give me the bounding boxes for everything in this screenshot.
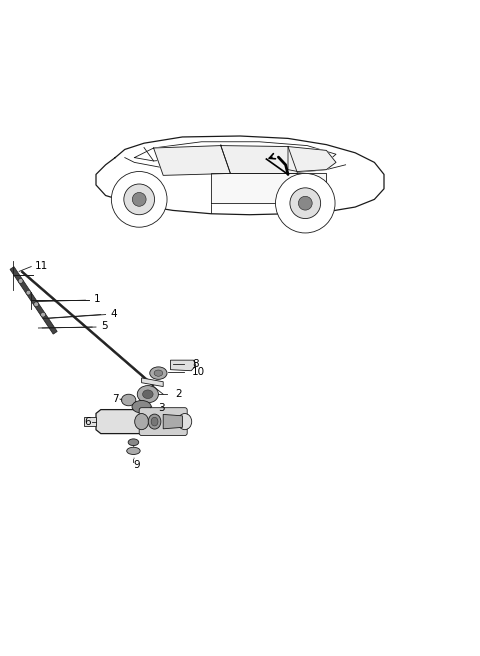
- Text: 11: 11: [35, 260, 48, 270]
- Polygon shape: [170, 360, 196, 371]
- Text: 4: 4: [110, 308, 117, 319]
- Polygon shape: [134, 142, 336, 163]
- Ellipse shape: [151, 417, 158, 426]
- Circle shape: [124, 184, 155, 215]
- Circle shape: [41, 312, 46, 317]
- Polygon shape: [96, 136, 384, 215]
- Text: 2: 2: [175, 389, 182, 400]
- Circle shape: [290, 188, 321, 218]
- Polygon shape: [221, 146, 298, 173]
- Circle shape: [132, 192, 146, 206]
- Polygon shape: [163, 415, 182, 429]
- Circle shape: [276, 173, 335, 233]
- Text: 5: 5: [101, 321, 108, 331]
- Polygon shape: [154, 146, 230, 175]
- Polygon shape: [10, 267, 57, 334]
- Ellipse shape: [127, 447, 140, 455]
- Text: 1: 1: [94, 294, 100, 304]
- Polygon shape: [21, 271, 154, 386]
- Text: 8: 8: [192, 359, 199, 369]
- Text: 9: 9: [133, 460, 140, 470]
- Ellipse shape: [143, 390, 153, 399]
- FancyBboxPatch shape: [139, 407, 187, 436]
- Ellipse shape: [137, 386, 158, 403]
- Circle shape: [18, 279, 23, 283]
- Polygon shape: [288, 146, 336, 171]
- Circle shape: [111, 171, 167, 227]
- Ellipse shape: [128, 439, 139, 445]
- Ellipse shape: [148, 414, 161, 429]
- Polygon shape: [84, 417, 96, 426]
- Polygon shape: [96, 409, 173, 434]
- Circle shape: [26, 290, 31, 295]
- Polygon shape: [142, 378, 163, 386]
- Ellipse shape: [154, 370, 163, 377]
- Text: 6: 6: [84, 417, 91, 426]
- Ellipse shape: [132, 400, 151, 413]
- Text: 7: 7: [112, 394, 119, 404]
- Text: 10: 10: [192, 367, 205, 377]
- Circle shape: [34, 302, 38, 307]
- Ellipse shape: [135, 413, 148, 430]
- Circle shape: [299, 196, 312, 210]
- Polygon shape: [211, 173, 326, 203]
- Text: 3: 3: [158, 403, 165, 413]
- Ellipse shape: [121, 394, 136, 406]
- Ellipse shape: [178, 413, 192, 430]
- Ellipse shape: [150, 367, 167, 379]
